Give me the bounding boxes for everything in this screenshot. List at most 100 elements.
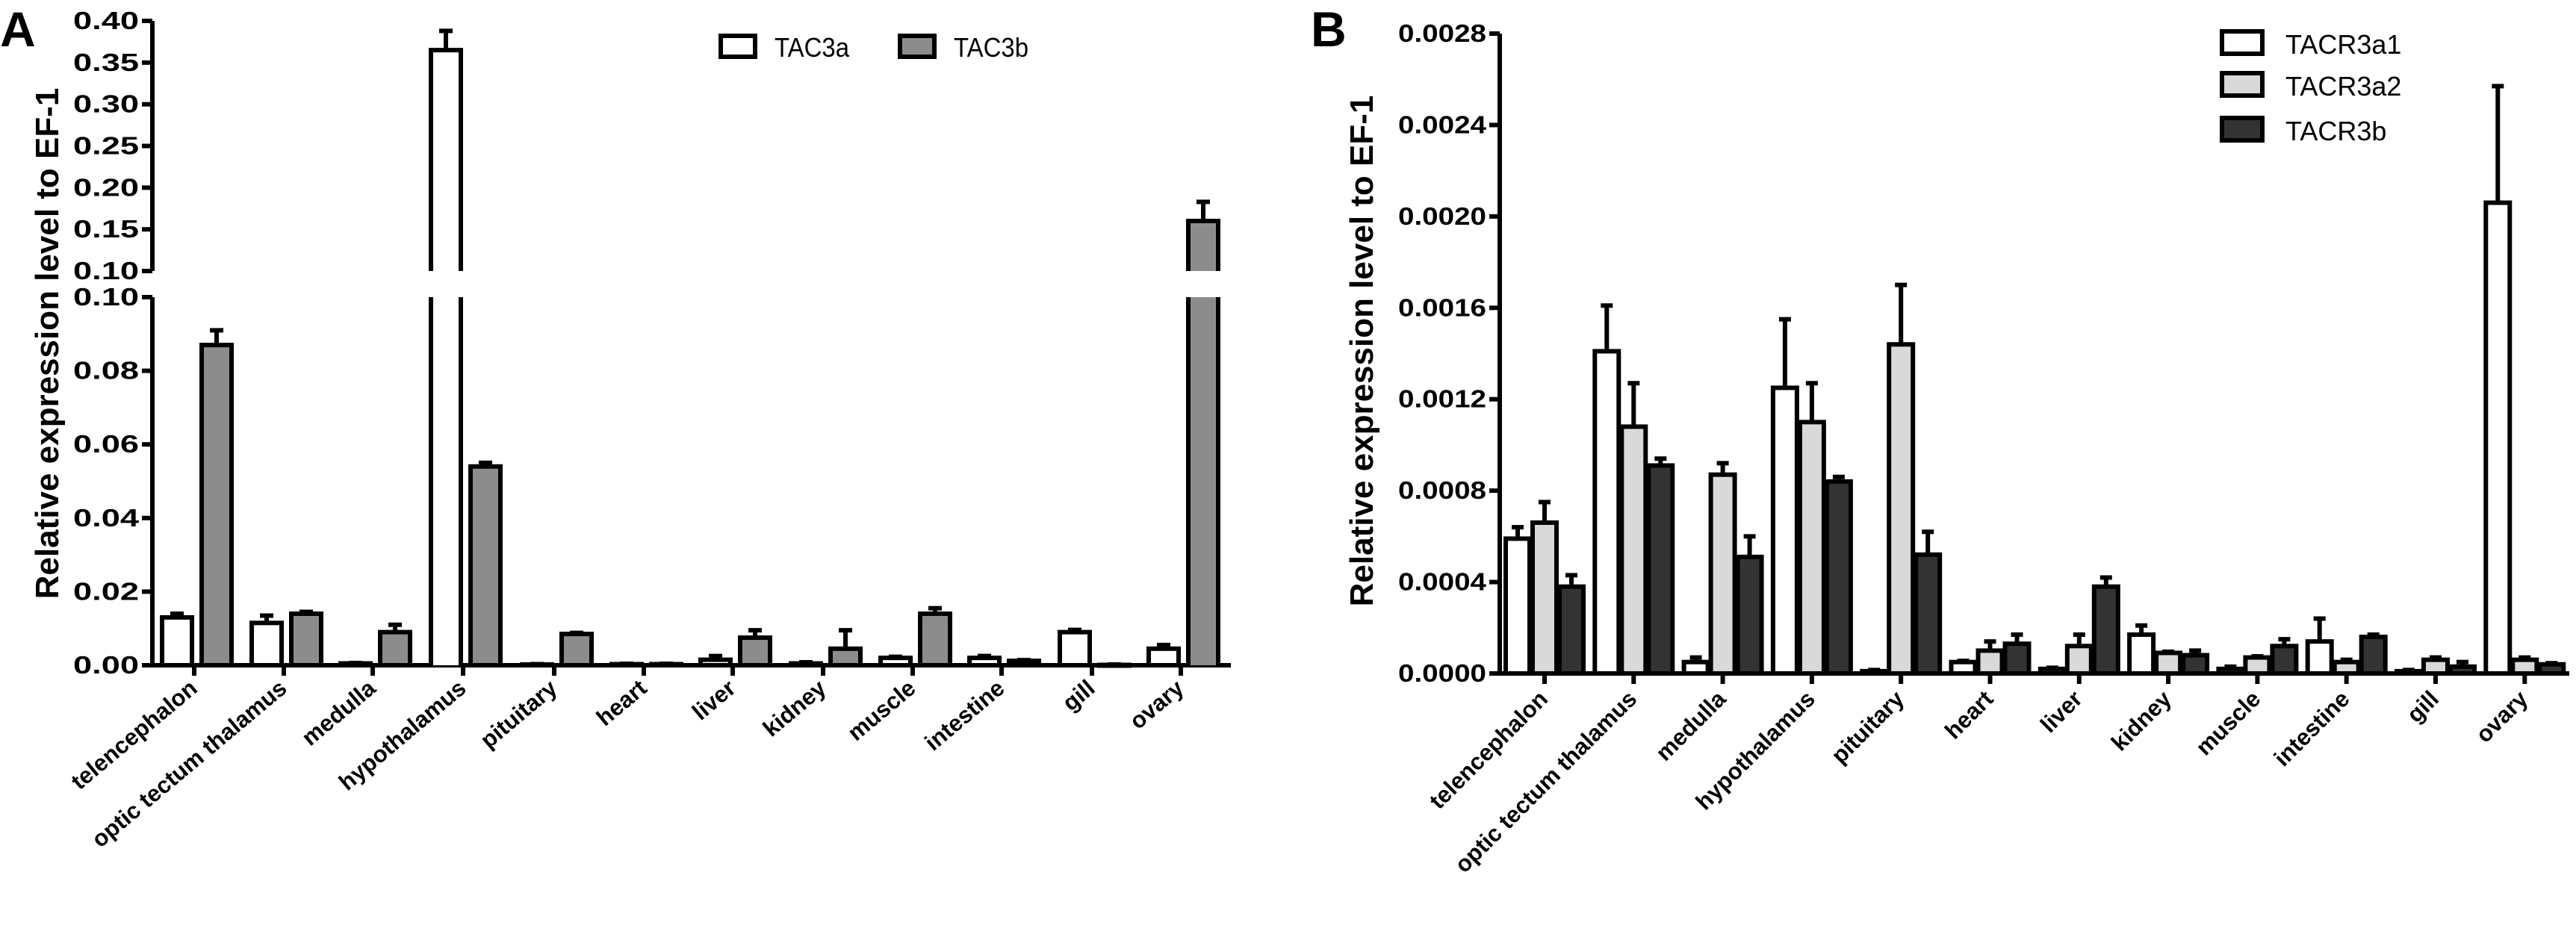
bar-TACR3a2 bbox=[1530, 520, 1559, 676]
y-tick-label: 0.10 bbox=[73, 283, 139, 311]
bar-TAC3b bbox=[918, 611, 952, 668]
y-tick-label: 0.30 bbox=[73, 90, 139, 118]
bar-TAC3a bbox=[1058, 629, 1092, 668]
bar-TACR3a2 bbox=[1887, 342, 1916, 676]
legend-swatch-TACR3b bbox=[2220, 116, 2265, 143]
bar-TACR3b bbox=[2002, 641, 2032, 676]
bar-TAC3b bbox=[559, 632, 594, 668]
bar-TAC3a bbox=[249, 620, 284, 668]
bar-TACR3a1 bbox=[1592, 349, 1621, 676]
bar-TACR3a1 bbox=[1503, 536, 1532, 676]
x-tick-label: muscle bbox=[842, 675, 920, 746]
bar-TAC3b bbox=[199, 343, 234, 668]
y-tick-label: 0.20 bbox=[73, 173, 139, 201]
x-tick-label: pituitary bbox=[1826, 685, 1910, 769]
y-tick-label: 0.10 bbox=[73, 257, 139, 284]
x-tick-label: intestine bbox=[2269, 685, 2355, 771]
y-tick-label: 0.0004 bbox=[1398, 568, 1487, 596]
x-tick-label: liver bbox=[2035, 685, 2088, 738]
y-tick-label: 0.0016 bbox=[1398, 293, 1486, 321]
bar-TACR3a2 bbox=[2510, 657, 2539, 676]
x-tick-label: liver bbox=[687, 675, 740, 726]
bar-TACR3a1 bbox=[2127, 632, 2156, 676]
x-tick-label: muscle bbox=[2191, 685, 2265, 760]
legend-swatch-TACR3a1 bbox=[2220, 29, 2265, 56]
y-tick-label: 0.35 bbox=[73, 49, 139, 76]
bar-TACR3a2 bbox=[2332, 659, 2361, 676]
x-tick-label: ovary bbox=[1125, 674, 1189, 734]
x-tick-label: medulla bbox=[297, 674, 381, 751]
y-axis-label: Relative expression level to EF-1 bbox=[29, 88, 66, 600]
legend-swatch-TAC3b bbox=[898, 34, 937, 59]
bar-TACR3a2 bbox=[1708, 472, 1737, 676]
bar-TACR3a2 bbox=[1619, 424, 1648, 676]
bar-TACR3b bbox=[1914, 552, 1943, 676]
bar-TACR3a2 bbox=[2421, 657, 2450, 676]
bar-TACR3b bbox=[1735, 554, 1764, 676]
bar-TACR3b bbox=[2359, 635, 2388, 676]
bar-TAC3a-upper bbox=[431, 50, 461, 271]
panel-label: A bbox=[0, 1, 36, 57]
bar-TAC3a bbox=[1146, 646, 1181, 668]
y-tick-label: 0.04 bbox=[73, 504, 140, 532]
y-tick-label: 0.25 bbox=[73, 132, 139, 160]
bar-TACR3a1 bbox=[1681, 659, 1710, 676]
bar-TAC3b bbox=[738, 635, 772, 668]
bar-TACR3a1 bbox=[2216, 666, 2245, 676]
bar-TACR3a1 bbox=[2483, 200, 2513, 676]
bar-TACR3b bbox=[2448, 664, 2477, 676]
bar-TAC3b bbox=[289, 611, 323, 668]
x-tick-label: heart bbox=[1940, 685, 1998, 744]
bar-TACR3b bbox=[2181, 653, 2210, 676]
y-tick-label: 0.08 bbox=[73, 357, 139, 385]
bar-TAC3b-upper bbox=[1188, 221, 1218, 271]
y-tick-label: 0.40 bbox=[73, 7, 139, 34]
bar-TACR3a2 bbox=[1797, 420, 1826, 676]
y-tick-label: 0.0028 bbox=[1398, 19, 1486, 47]
x-tick-label: optic tectum thalamus bbox=[1450, 685, 1642, 877]
bar-TACR3b bbox=[1824, 479, 1853, 676]
bar-TACR3a2 bbox=[2243, 655, 2272, 676]
bar-TAC3b bbox=[828, 646, 863, 668]
bar-TACR3b bbox=[1557, 584, 1586, 676]
y-tick-label: 0.0020 bbox=[1398, 202, 1486, 230]
y-tick-label: 0.0008 bbox=[1398, 476, 1486, 504]
bar-TACR3b bbox=[1646, 463, 1675, 676]
bar-TACR3b bbox=[2270, 644, 2299, 676]
bar-TAC3b-lower bbox=[1188, 297, 1218, 665]
bar-TAC3a bbox=[698, 657, 733, 668]
bar-TACR3a2 bbox=[2154, 650, 2183, 676]
bar-TAC3a bbox=[160, 614, 194, 668]
legend-swatch-TAC3a bbox=[719, 34, 757, 59]
x-tick-label: medulla bbox=[1651, 685, 1731, 766]
bar-TACR3a1 bbox=[1770, 385, 1799, 676]
bar-TACR3b bbox=[2091, 584, 2120, 676]
x-tick-label: heart bbox=[592, 675, 652, 732]
y-tick-label: 0.02 bbox=[73, 577, 139, 605]
x-tick-label: intestine bbox=[919, 675, 1009, 756]
y-axis-label: Relative expression level to EF-1 bbox=[1344, 96, 1380, 607]
legend-label: TAC3a bbox=[775, 32, 850, 63]
legend-swatch-TACR3a2 bbox=[2220, 71, 2265, 98]
bar-TAC3b bbox=[468, 464, 503, 668]
y-tick-label: 0.15 bbox=[73, 215, 139, 243]
x-tick-label: ovary bbox=[2471, 685, 2533, 748]
bar-TACR3b bbox=[2537, 662, 2566, 676]
bar-TACR3a1 bbox=[2305, 639, 2334, 676]
bar-TAC3b bbox=[378, 629, 412, 668]
legend-label: TACR3b bbox=[2285, 116, 2386, 146]
bar-TAC3a bbox=[967, 656, 1002, 668]
bar-TACR3a1 bbox=[1949, 659, 1978, 676]
bar-TACR3a2 bbox=[2064, 644, 2094, 676]
y-tick-label: 0.06 bbox=[73, 430, 139, 458]
legend-label: TAC3b bbox=[954, 32, 1028, 63]
bar-TACR3a2 bbox=[1976, 648, 2005, 676]
x-tick-label: kidney bbox=[758, 674, 831, 741]
legend-label: TACR3a2 bbox=[2285, 71, 2401, 102]
x-tick-label: gill bbox=[1058, 675, 1100, 717]
bar-TAC3a-lower bbox=[431, 297, 461, 665]
y-tick-label: 0.00 bbox=[73, 651, 139, 679]
y-tick-label: 0.0012 bbox=[1398, 385, 1486, 413]
